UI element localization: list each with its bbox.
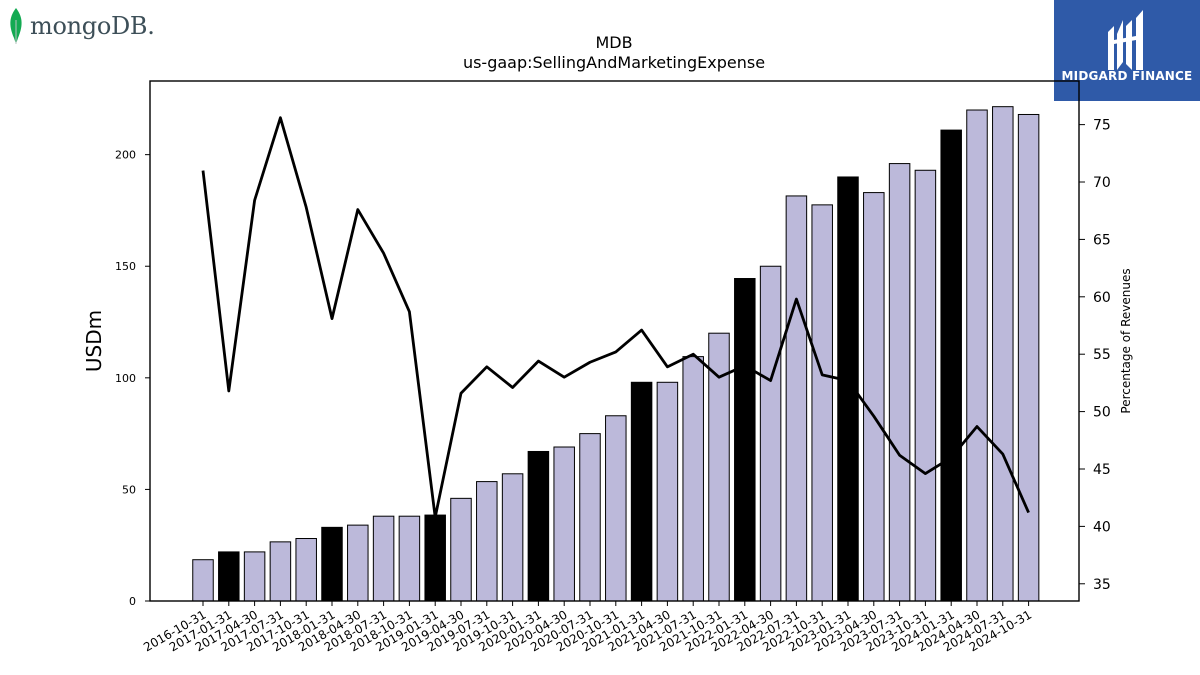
y2-tick-label: 65: [1093, 232, 1111, 248]
plot-frame: [149, 80, 1080, 602]
y2-tick-label: 70: [1093, 175, 1111, 191]
y-tick-label: 0: [129, 595, 136, 608]
chart-title: MDB: [595, 33, 632, 52]
bar-2020-07-31: [579, 433, 601, 602]
bar-2017-04-30: [243, 551, 266, 602]
left-axis-ticks: 0 50 100 150 200: [115, 149, 150, 608]
bar-2022-01-31: [734, 278, 756, 602]
bar-2024-07-31: [992, 106, 1014, 602]
midgard-emblem-icon: [1108, 10, 1143, 70]
y-axis-label: USDm: [82, 310, 106, 372]
bar-2021-04-30: [656, 381, 679, 602]
bar-2022-10-31: [811, 204, 833, 602]
bar-2019-10-31: [501, 473, 524, 602]
bar-2018-10-31: [398, 515, 421, 602]
bar-2024-01-31: [940, 129, 962, 602]
bar-2024-04-30: [966, 109, 988, 602]
bar-2017-07-31: [269, 541, 292, 602]
y-tick-label: 100: [115, 372, 136, 385]
bar-2018-04-30: [347, 524, 369, 602]
leaf-icon: [10, 8, 22, 44]
y2-tick-label: 60: [1093, 290, 1111, 306]
bar-2019-04-30: [450, 497, 472, 602]
bar-2019-01-31: [424, 514, 446, 602]
bar-2018-07-31: [372, 515, 395, 602]
y-tick-label: 200: [115, 149, 136, 162]
bar-2020-10-31: [605, 415, 627, 602]
y-tick-label: 150: [115, 260, 136, 273]
y2-axis-label: Percentage of Revenues: [1119, 268, 1133, 413]
bar-2020-01-31: [527, 450, 550, 602]
bar-2021-01-31: [630, 381, 653, 602]
percentage-line: [201, 116, 1030, 519]
bar-2016-10-31: [192, 559, 214, 602]
y2-tick-label: 50: [1093, 405, 1111, 421]
bar-2021-07-31: [682, 356, 704, 602]
mongodb-logo: mongoDB.: [6, 6, 155, 46]
y2-tick-label: 35: [1093, 577, 1111, 593]
bar-2023-10-31: [914, 169, 937, 602]
mongodb-wordmark: mongoDB.: [30, 12, 155, 40]
bar-2017-10-31: [295, 538, 317, 602]
y2-tick-label: 40: [1093, 519, 1111, 535]
y2-tick-label: 75: [1093, 118, 1111, 134]
line-series: [201, 116, 1030, 519]
bar-2020-04-30: [553, 446, 575, 602]
bar-2022-07-31: [785, 195, 808, 602]
bar-2019-07-31: [476, 481, 498, 602]
y2-tick-label: 55: [1093, 347, 1111, 363]
bar-2023-04-30: [863, 192, 885, 602]
bar-2018-01-31: [321, 526, 343, 602]
y-tick-label: 50: [122, 483, 136, 496]
bar-series: [192, 106, 1040, 602]
x-axis-ticks: 2016-10-312017-01-312017-04-302017-07-31…: [141, 601, 1034, 654]
y2-tick-label: 45: [1093, 462, 1111, 478]
chart-subtitle: us-gaap:SellingAndMarketingExpense: [463, 53, 765, 72]
midgard-finance-text: MIDGARD FINANCE: [1061, 69, 1193, 83]
bar-2022-04-30: [759, 265, 782, 602]
right-axis-ticks: 35 40 45 50 55 60 65 70 75: [1079, 118, 1111, 593]
bar-2017-01-31: [218, 551, 240, 602]
bar-2024-10-31: [1017, 113, 1040, 602]
bar-2023-07-31: [888, 163, 911, 602]
